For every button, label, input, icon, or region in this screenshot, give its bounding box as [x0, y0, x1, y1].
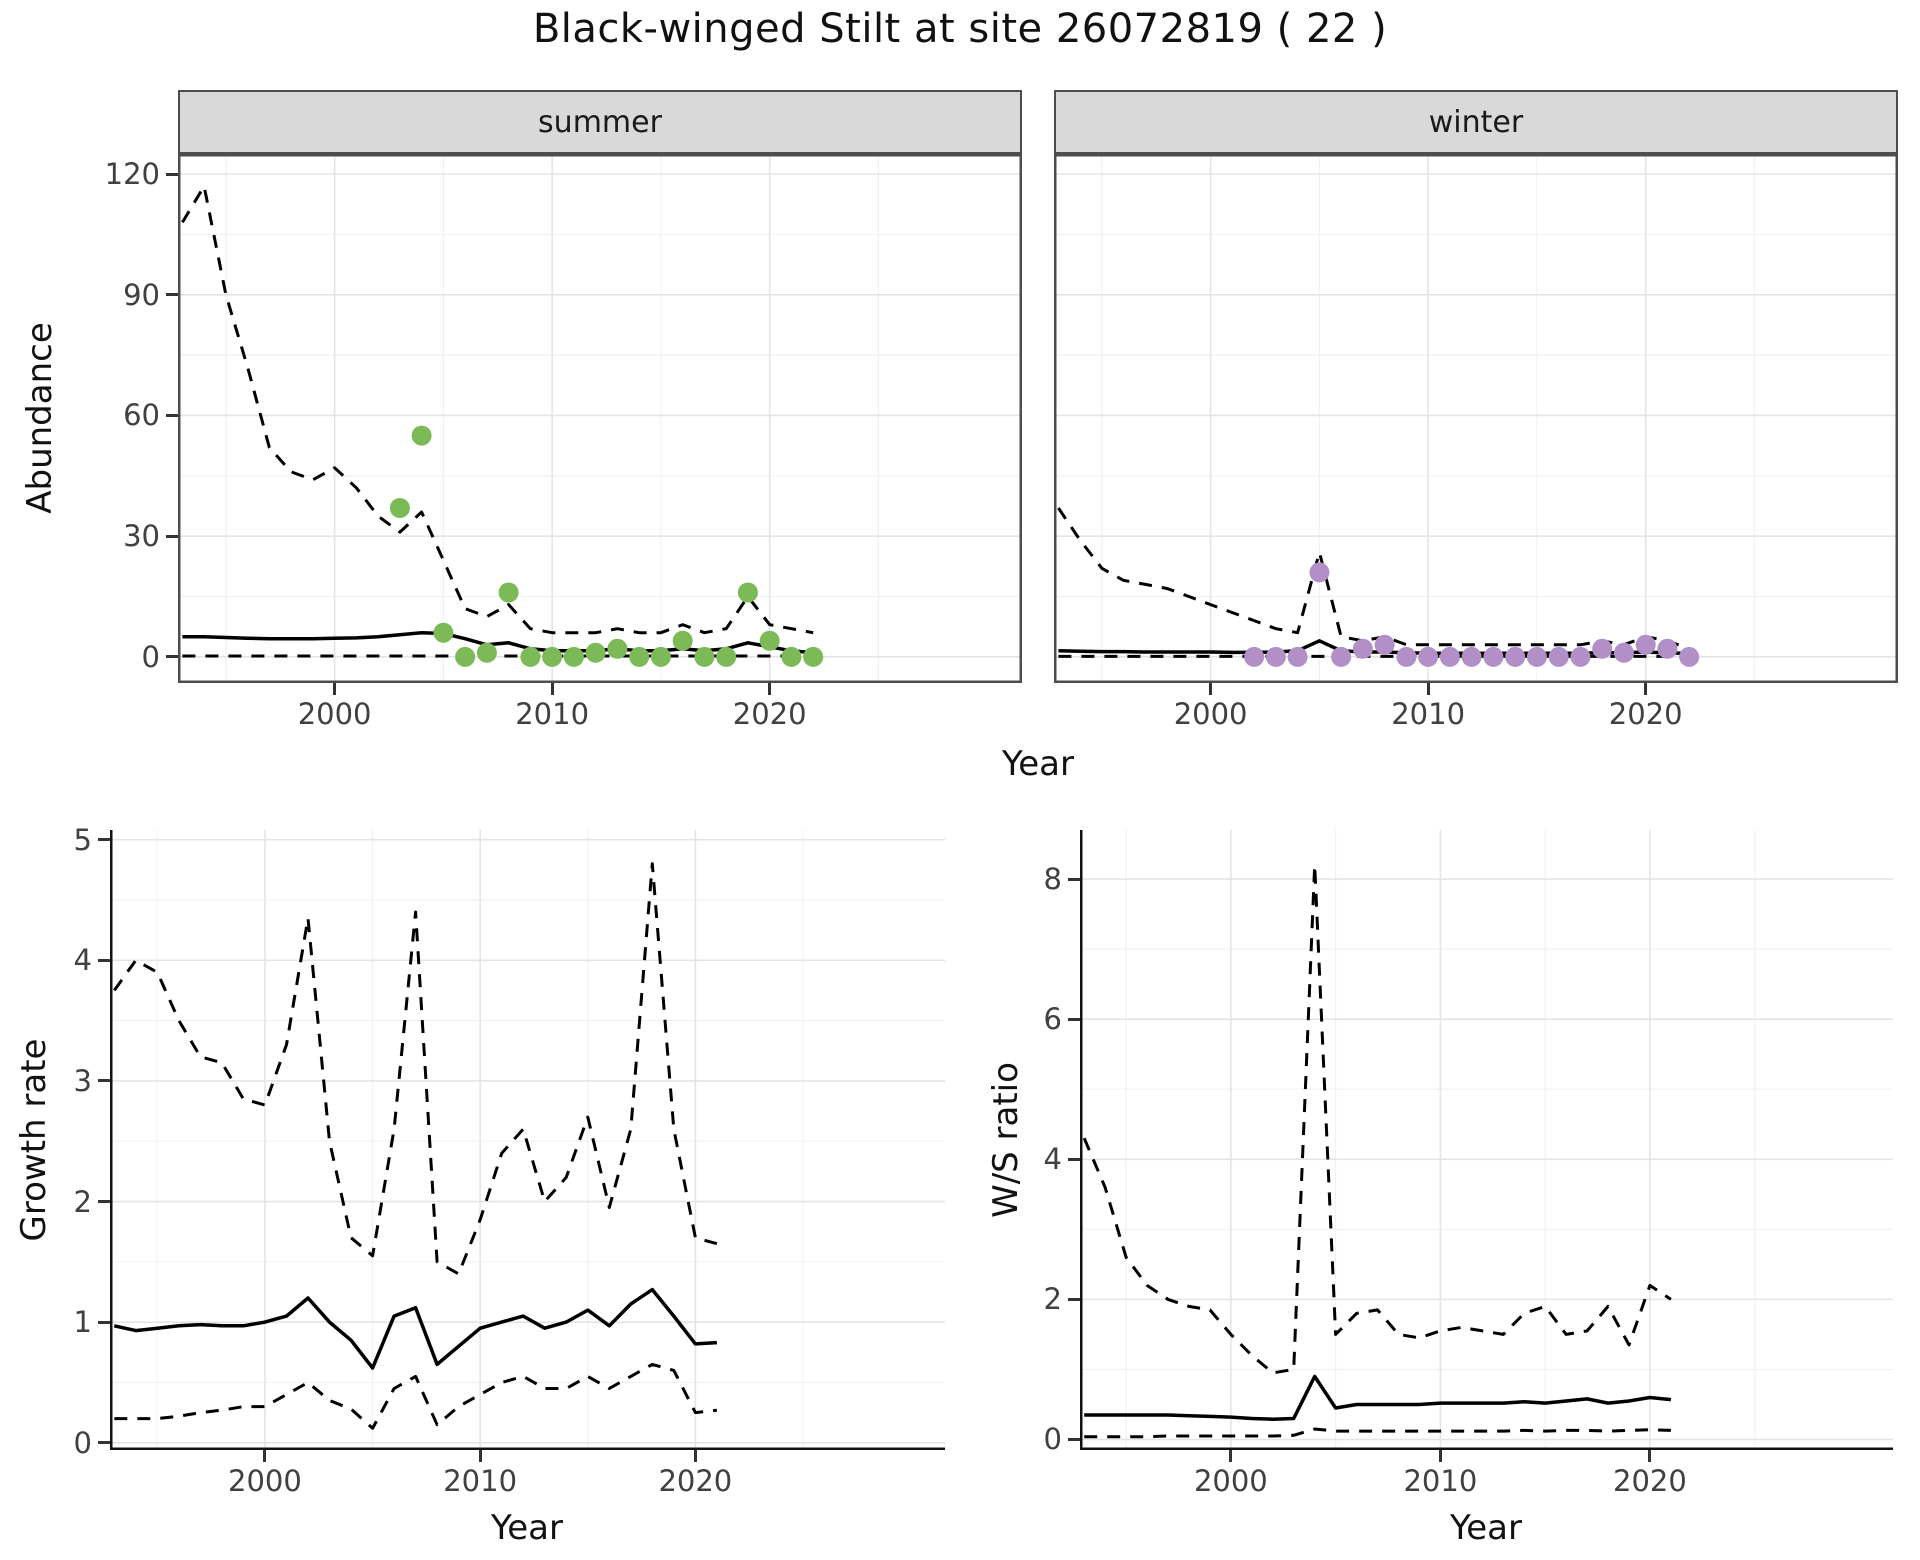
x-tick-label: 2020 — [1608, 697, 1683, 731]
y-tick-label: 4 — [1043, 1142, 1062, 1177]
x-tick-label: 2000 — [1173, 697, 1248, 731]
ws-ratio-panel — [1080, 830, 1893, 1450]
y-tick-label: 90 — [123, 277, 160, 312]
y-tick-label: 0 — [1043, 1422, 1062, 1457]
x-tick-label: 2010 — [443, 1464, 518, 1498]
y-tick-label: 30 — [123, 519, 160, 554]
x-tick-mark — [1648, 1450, 1652, 1462]
winter-abundance-panel — [1054, 154, 1898, 683]
x-tick-mark — [1229, 1450, 1233, 1462]
y-tick-label: 60 — [123, 398, 160, 433]
y-tick-label: 3 — [73, 1063, 92, 1098]
y-tick-mark — [98, 1079, 110, 1083]
x-tick-mark — [768, 683, 772, 695]
x-axis-title-ws-ratio: Year — [1450, 1508, 1522, 1548]
x-tick-label: 2020 — [1613, 1464, 1687, 1498]
x-tick-label: 2000 — [228, 1464, 302, 1498]
x-tick-mark — [693, 1450, 697, 1462]
facet-strip-summer: summer — [178, 90, 1022, 154]
x-tick-label: 2010 — [1403, 1464, 1478, 1498]
chart-title: Black-winged Stilt at site 26072819 ( 22… — [532, 6, 1388, 52]
y-tick-label: 8 — [1043, 862, 1062, 897]
y-tick-label: 2 — [1043, 1282, 1062, 1317]
y-tick-label: 0 — [141, 639, 160, 674]
x-tick-mark — [1426, 683, 1430, 695]
y-tick-label: 5 — [73, 822, 92, 857]
y-tick-mark — [98, 958, 110, 962]
x-tick-label: 2020 — [732, 697, 807, 731]
x-axis-title-top: Year — [1002, 744, 1074, 784]
facet-strip-winter: winter — [1054, 90, 1898, 154]
y-tick-mark — [98, 1320, 110, 1324]
facet-strip-winter-label: winter — [1428, 104, 1524, 140]
x-tick-mark — [1209, 683, 1213, 695]
x-tick-mark — [333, 683, 337, 695]
y-tick-mark — [166, 655, 178, 659]
growth-rate-panel — [110, 830, 945, 1450]
y-axis-title-ws-ratio: W/S ratio — [986, 1062, 1026, 1218]
y-tick-label: 0 — [73, 1425, 92, 1460]
x-tick-mark — [263, 1450, 267, 1462]
y-axis-title-abundance: Abundance — [20, 322, 60, 514]
y-tick-mark — [166, 293, 178, 297]
x-tick-label: 2010 — [515, 697, 590, 731]
y-tick-mark — [166, 534, 178, 538]
y-tick-label: 120 — [104, 157, 160, 192]
summer-abundance-panel — [178, 154, 1022, 683]
x-tick-mark — [1438, 1450, 1442, 1462]
x-tick-label: 2000 — [1193, 1464, 1268, 1498]
x-tick-mark — [478, 1450, 482, 1462]
y-tick-mark — [1068, 877, 1080, 881]
y-tick-mark — [1068, 1297, 1080, 1301]
y-tick-mark — [1068, 1017, 1080, 1021]
y-tick-mark — [1068, 1437, 1080, 1441]
y-tick-mark — [166, 172, 178, 176]
facet-strip-summer-label: summer — [538, 104, 662, 140]
y-tick-mark — [98, 1441, 110, 1445]
x-tick-label: 2010 — [1391, 697, 1466, 731]
y-tick-label: 4 — [73, 943, 92, 978]
x-tick-label: 2020 — [658, 1464, 733, 1498]
y-tick-mark — [98, 1200, 110, 1204]
x-tick-mark — [550, 683, 554, 695]
y-tick-mark — [166, 413, 178, 417]
x-tick-label: 2000 — [297, 697, 372, 731]
y-tick-label: 2 — [73, 1184, 92, 1219]
x-tick-mark — [1644, 683, 1648, 695]
y-tick-label: 6 — [1043, 1002, 1062, 1037]
y-tick-mark — [98, 838, 110, 842]
y-tick-label: 1 — [73, 1305, 92, 1340]
y-tick-mark — [1068, 1157, 1080, 1161]
x-axis-title-growth-rate: Year — [491, 1508, 563, 1548]
